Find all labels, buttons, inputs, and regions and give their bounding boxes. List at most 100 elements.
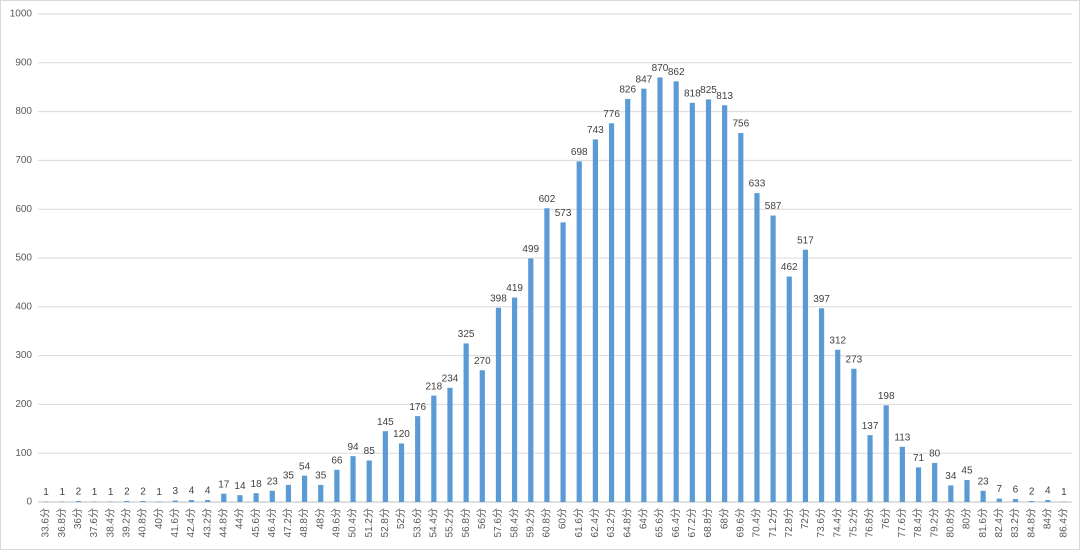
x-tick-label: 48分 xyxy=(314,508,326,529)
x-tick-label: 44.8分 xyxy=(217,508,229,537)
x-tick-label: 75.2分 xyxy=(848,508,860,537)
bar xyxy=(899,446,905,502)
value-label: 273 xyxy=(846,354,863,365)
x-tick-label: 50.4分 xyxy=(347,508,359,537)
bar xyxy=(883,405,889,502)
x-tick-label: 43.2分 xyxy=(201,508,213,537)
y-tick-label: 400 xyxy=(15,301,32,312)
bar xyxy=(754,193,760,502)
bar xyxy=(140,501,146,502)
bar xyxy=(205,500,211,502)
value-label: 1 xyxy=(43,487,49,498)
value-label: 826 xyxy=(619,85,636,96)
x-tick-label: 36.8分 xyxy=(56,508,68,537)
value-label: 2 xyxy=(124,487,130,498)
value-label: 743 xyxy=(587,125,604,136)
x-tick-label: 79.2分 xyxy=(928,508,940,537)
value-label: 66 xyxy=(331,455,343,466)
x-tick-label: 80分 xyxy=(961,508,973,529)
value-label: 113 xyxy=(894,432,910,443)
x-tick-label: 69.6分 xyxy=(734,508,746,537)
x-tick-label: 51.2分 xyxy=(363,508,375,537)
x-tick-label: 64.8分 xyxy=(621,508,633,537)
x-tick-label: 81.6分 xyxy=(977,508,989,537)
bar xyxy=(447,387,453,502)
x-tick-label: 68.8分 xyxy=(702,508,714,537)
x-tick-label: 47.2分 xyxy=(282,508,294,537)
x-tick-label: 76分 xyxy=(880,508,892,529)
value-label: 234 xyxy=(442,373,459,384)
value-label: 756 xyxy=(732,119,749,130)
value-label: 847 xyxy=(636,74,653,85)
x-tick-label: 45.6分 xyxy=(250,508,262,537)
x-tick-label: 60分 xyxy=(557,508,569,529)
x-tick-label: 40.8分 xyxy=(137,508,149,537)
x-tick-label: 60.8分 xyxy=(541,508,553,537)
x-tick-label: 37.6分 xyxy=(88,508,100,537)
x-tick-label: 73.6分 xyxy=(815,508,827,537)
bar xyxy=(253,493,259,502)
bar xyxy=(964,480,970,502)
bar xyxy=(463,343,469,502)
value-label: 4 xyxy=(205,486,211,497)
x-tick-label: 65.6分 xyxy=(654,508,666,537)
bar xyxy=(366,460,372,502)
value-label: 7 xyxy=(997,484,1003,495)
value-label: 35 xyxy=(315,471,327,482)
bar xyxy=(915,467,922,502)
x-tick-label: 40分 xyxy=(153,508,165,529)
bar xyxy=(996,498,1002,502)
x-tick-label: 86.4分 xyxy=(1058,508,1070,537)
bar xyxy=(285,484,292,502)
value-label: 870 xyxy=(652,63,669,74)
value-label: 499 xyxy=(522,244,539,255)
value-label: 2 xyxy=(1029,487,1035,498)
y-tick-label: 600 xyxy=(15,204,32,215)
bar xyxy=(705,99,712,503)
value-label: 633 xyxy=(749,179,766,190)
value-label: 35 xyxy=(283,471,295,482)
value-label: 137 xyxy=(862,421,879,432)
bar xyxy=(641,88,647,502)
bar xyxy=(318,484,324,502)
value-label: 462 xyxy=(781,262,798,273)
value-label: 23 xyxy=(267,476,279,487)
bar xyxy=(350,456,356,502)
x-tick-label: 71.2分 xyxy=(767,508,779,537)
bar xyxy=(334,469,340,502)
x-tick-label: 39.2分 xyxy=(121,508,133,537)
value-label: 602 xyxy=(539,194,556,205)
bar xyxy=(851,368,857,502)
x-tick-label: 74.4分 xyxy=(831,508,843,537)
value-label: 573 xyxy=(555,208,572,219)
value-label: 6 xyxy=(1013,485,1019,496)
bar xyxy=(770,215,776,502)
x-tick-label: 36分 xyxy=(72,508,84,529)
value-label: 2 xyxy=(76,487,82,498)
value-label: 120 xyxy=(393,429,410,440)
value-label: 1 xyxy=(108,487,114,498)
x-tick-label: 58.4分 xyxy=(508,508,520,537)
x-tick-label: 63.2分 xyxy=(605,508,617,537)
bar xyxy=(431,395,437,502)
value-label: 419 xyxy=(506,283,523,294)
value-label: 813 xyxy=(716,91,733,102)
bar xyxy=(980,490,986,502)
y-tick-label: 0 xyxy=(26,497,32,508)
value-label: 45 xyxy=(961,466,973,477)
bar xyxy=(75,501,81,502)
x-tick-label: 83.2分 xyxy=(1009,508,1021,537)
value-label: 312 xyxy=(829,335,846,346)
x-tick-label: 54.4分 xyxy=(427,508,439,537)
bar xyxy=(172,500,178,502)
bar xyxy=(722,105,728,503)
value-label: 23 xyxy=(978,476,990,487)
value-label: 18 xyxy=(251,479,263,490)
value-label: 397 xyxy=(813,294,830,305)
value-label: 198 xyxy=(878,391,895,402)
value-label: 17 xyxy=(218,479,230,490)
bar xyxy=(124,501,130,502)
x-tick-label: 68分 xyxy=(718,508,730,529)
